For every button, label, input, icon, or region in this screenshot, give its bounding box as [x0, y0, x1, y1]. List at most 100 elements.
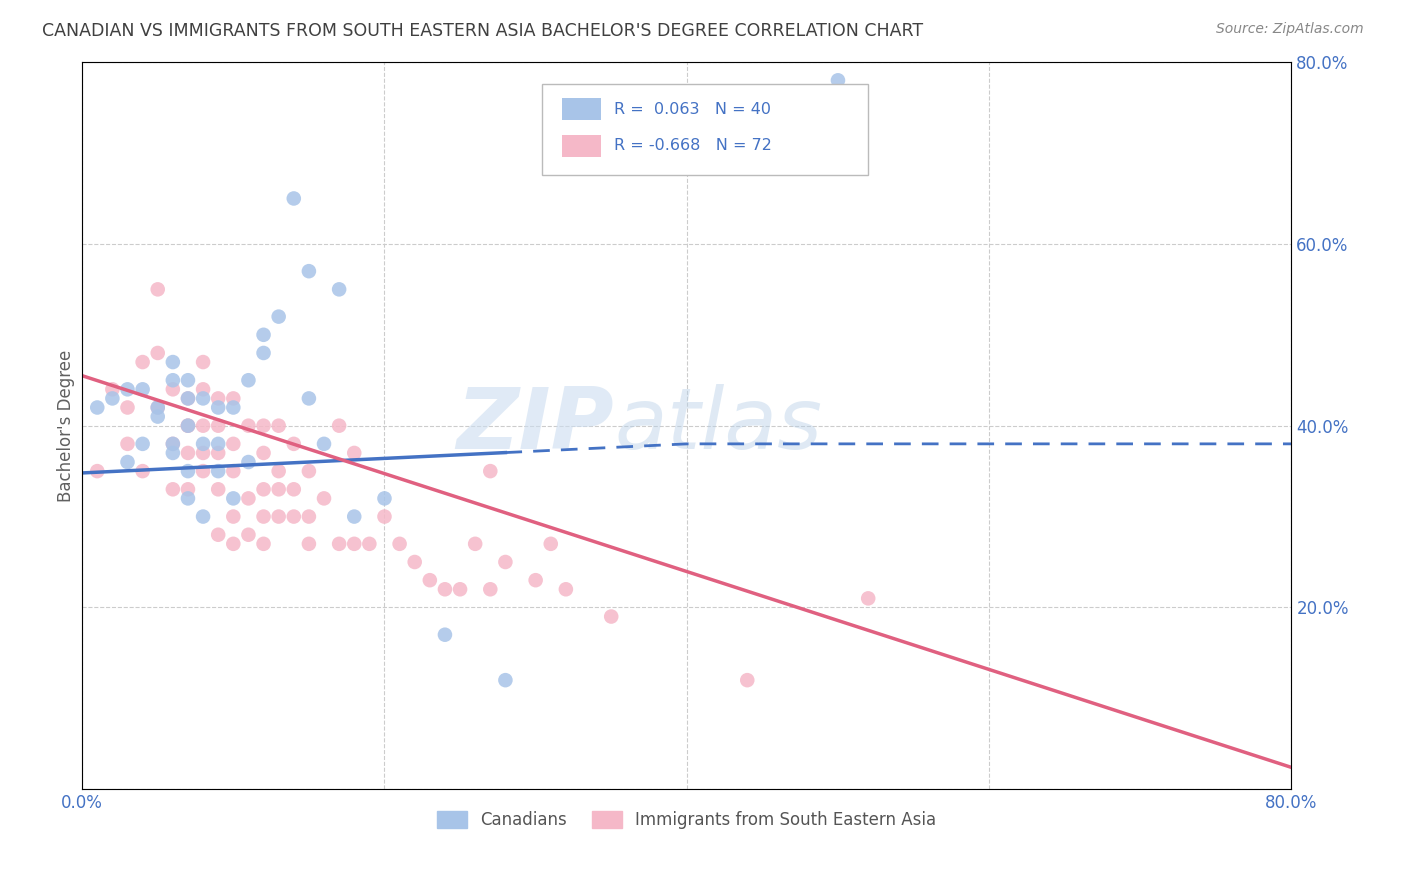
- Point: [146, 282, 169, 296]
- Point: [207, 392, 229, 406]
- Point: [252, 446, 274, 460]
- Point: [207, 483, 229, 497]
- Point: [177, 483, 200, 497]
- Point: [419, 573, 441, 587]
- Point: [177, 418, 200, 433]
- Point: [494, 555, 516, 569]
- Point: [433, 582, 456, 597]
- Point: [222, 537, 245, 551]
- Point: [177, 491, 200, 506]
- Point: [283, 437, 305, 451]
- Point: [600, 609, 623, 624]
- Point: [388, 537, 411, 551]
- Point: [373, 509, 395, 524]
- Point: [283, 191, 305, 205]
- Point: [207, 446, 229, 460]
- Point: [131, 464, 153, 478]
- Point: [238, 455, 260, 469]
- Point: [207, 401, 229, 415]
- Point: [283, 483, 305, 497]
- Point: [479, 464, 502, 478]
- Point: [177, 392, 200, 406]
- Y-axis label: Bachelor's Degree: Bachelor's Degree: [58, 350, 75, 502]
- Point: [856, 591, 879, 606]
- Point: [267, 483, 290, 497]
- Point: [404, 555, 426, 569]
- Point: [494, 673, 516, 688]
- Point: [191, 392, 214, 406]
- Point: [222, 509, 245, 524]
- Point: [464, 537, 486, 551]
- Bar: [562, 98, 600, 120]
- Point: [207, 464, 229, 478]
- Point: [298, 264, 321, 278]
- Text: atlas: atlas: [614, 384, 823, 467]
- Point: [252, 537, 274, 551]
- Point: [207, 437, 229, 451]
- Point: [117, 455, 139, 469]
- Point: [238, 527, 260, 541]
- Point: [207, 418, 229, 433]
- Point: [177, 373, 200, 387]
- Point: [433, 628, 456, 642]
- Point: [343, 509, 366, 524]
- Point: [554, 582, 576, 597]
- Point: [827, 73, 849, 87]
- Point: [298, 537, 321, 551]
- Point: [117, 382, 139, 396]
- Point: [131, 355, 153, 369]
- Point: [328, 418, 350, 433]
- Point: [267, 464, 290, 478]
- Point: [162, 373, 184, 387]
- Point: [162, 382, 184, 396]
- Point: [298, 509, 321, 524]
- Point: [101, 392, 124, 406]
- Text: R =  0.063   N = 40: R = 0.063 N = 40: [614, 102, 772, 117]
- Point: [191, 437, 214, 451]
- Point: [146, 401, 169, 415]
- Point: [343, 446, 366, 460]
- Point: [191, 382, 214, 396]
- Point: [343, 537, 366, 551]
- Point: [191, 355, 214, 369]
- Point: [177, 464, 200, 478]
- Point: [252, 418, 274, 433]
- Point: [238, 491, 260, 506]
- Text: ZIP: ZIP: [457, 384, 614, 467]
- Point: [312, 437, 335, 451]
- Point: [328, 282, 350, 296]
- Text: CANADIAN VS IMMIGRANTS FROM SOUTH EASTERN ASIA BACHELOR'S DEGREE CORRELATION CHA: CANADIAN VS IMMIGRANTS FROM SOUTH EASTER…: [42, 22, 924, 40]
- Point: [162, 437, 184, 451]
- Point: [117, 437, 139, 451]
- Point: [252, 483, 274, 497]
- Point: [86, 464, 108, 478]
- Point: [238, 418, 260, 433]
- Point: [222, 401, 245, 415]
- Point: [191, 464, 214, 478]
- Point: [312, 491, 335, 506]
- Text: R = -0.668   N = 72: R = -0.668 N = 72: [614, 138, 772, 153]
- Point: [191, 509, 214, 524]
- Point: [283, 509, 305, 524]
- Point: [162, 355, 184, 369]
- Point: [146, 409, 169, 424]
- Point: [252, 346, 274, 360]
- Bar: [562, 135, 600, 157]
- FancyBboxPatch shape: [541, 84, 868, 175]
- Legend: Canadians, Immigrants from South Eastern Asia: Canadians, Immigrants from South Eastern…: [430, 804, 943, 836]
- Point: [131, 382, 153, 396]
- Point: [177, 418, 200, 433]
- Point: [735, 673, 758, 688]
- Point: [222, 464, 245, 478]
- Point: [207, 527, 229, 541]
- Point: [162, 483, 184, 497]
- Point: [449, 582, 471, 597]
- Point: [117, 401, 139, 415]
- Point: [267, 310, 290, 324]
- Point: [540, 537, 562, 551]
- Point: [131, 437, 153, 451]
- Point: [373, 491, 395, 506]
- Point: [146, 346, 169, 360]
- Point: [252, 327, 274, 342]
- Point: [162, 437, 184, 451]
